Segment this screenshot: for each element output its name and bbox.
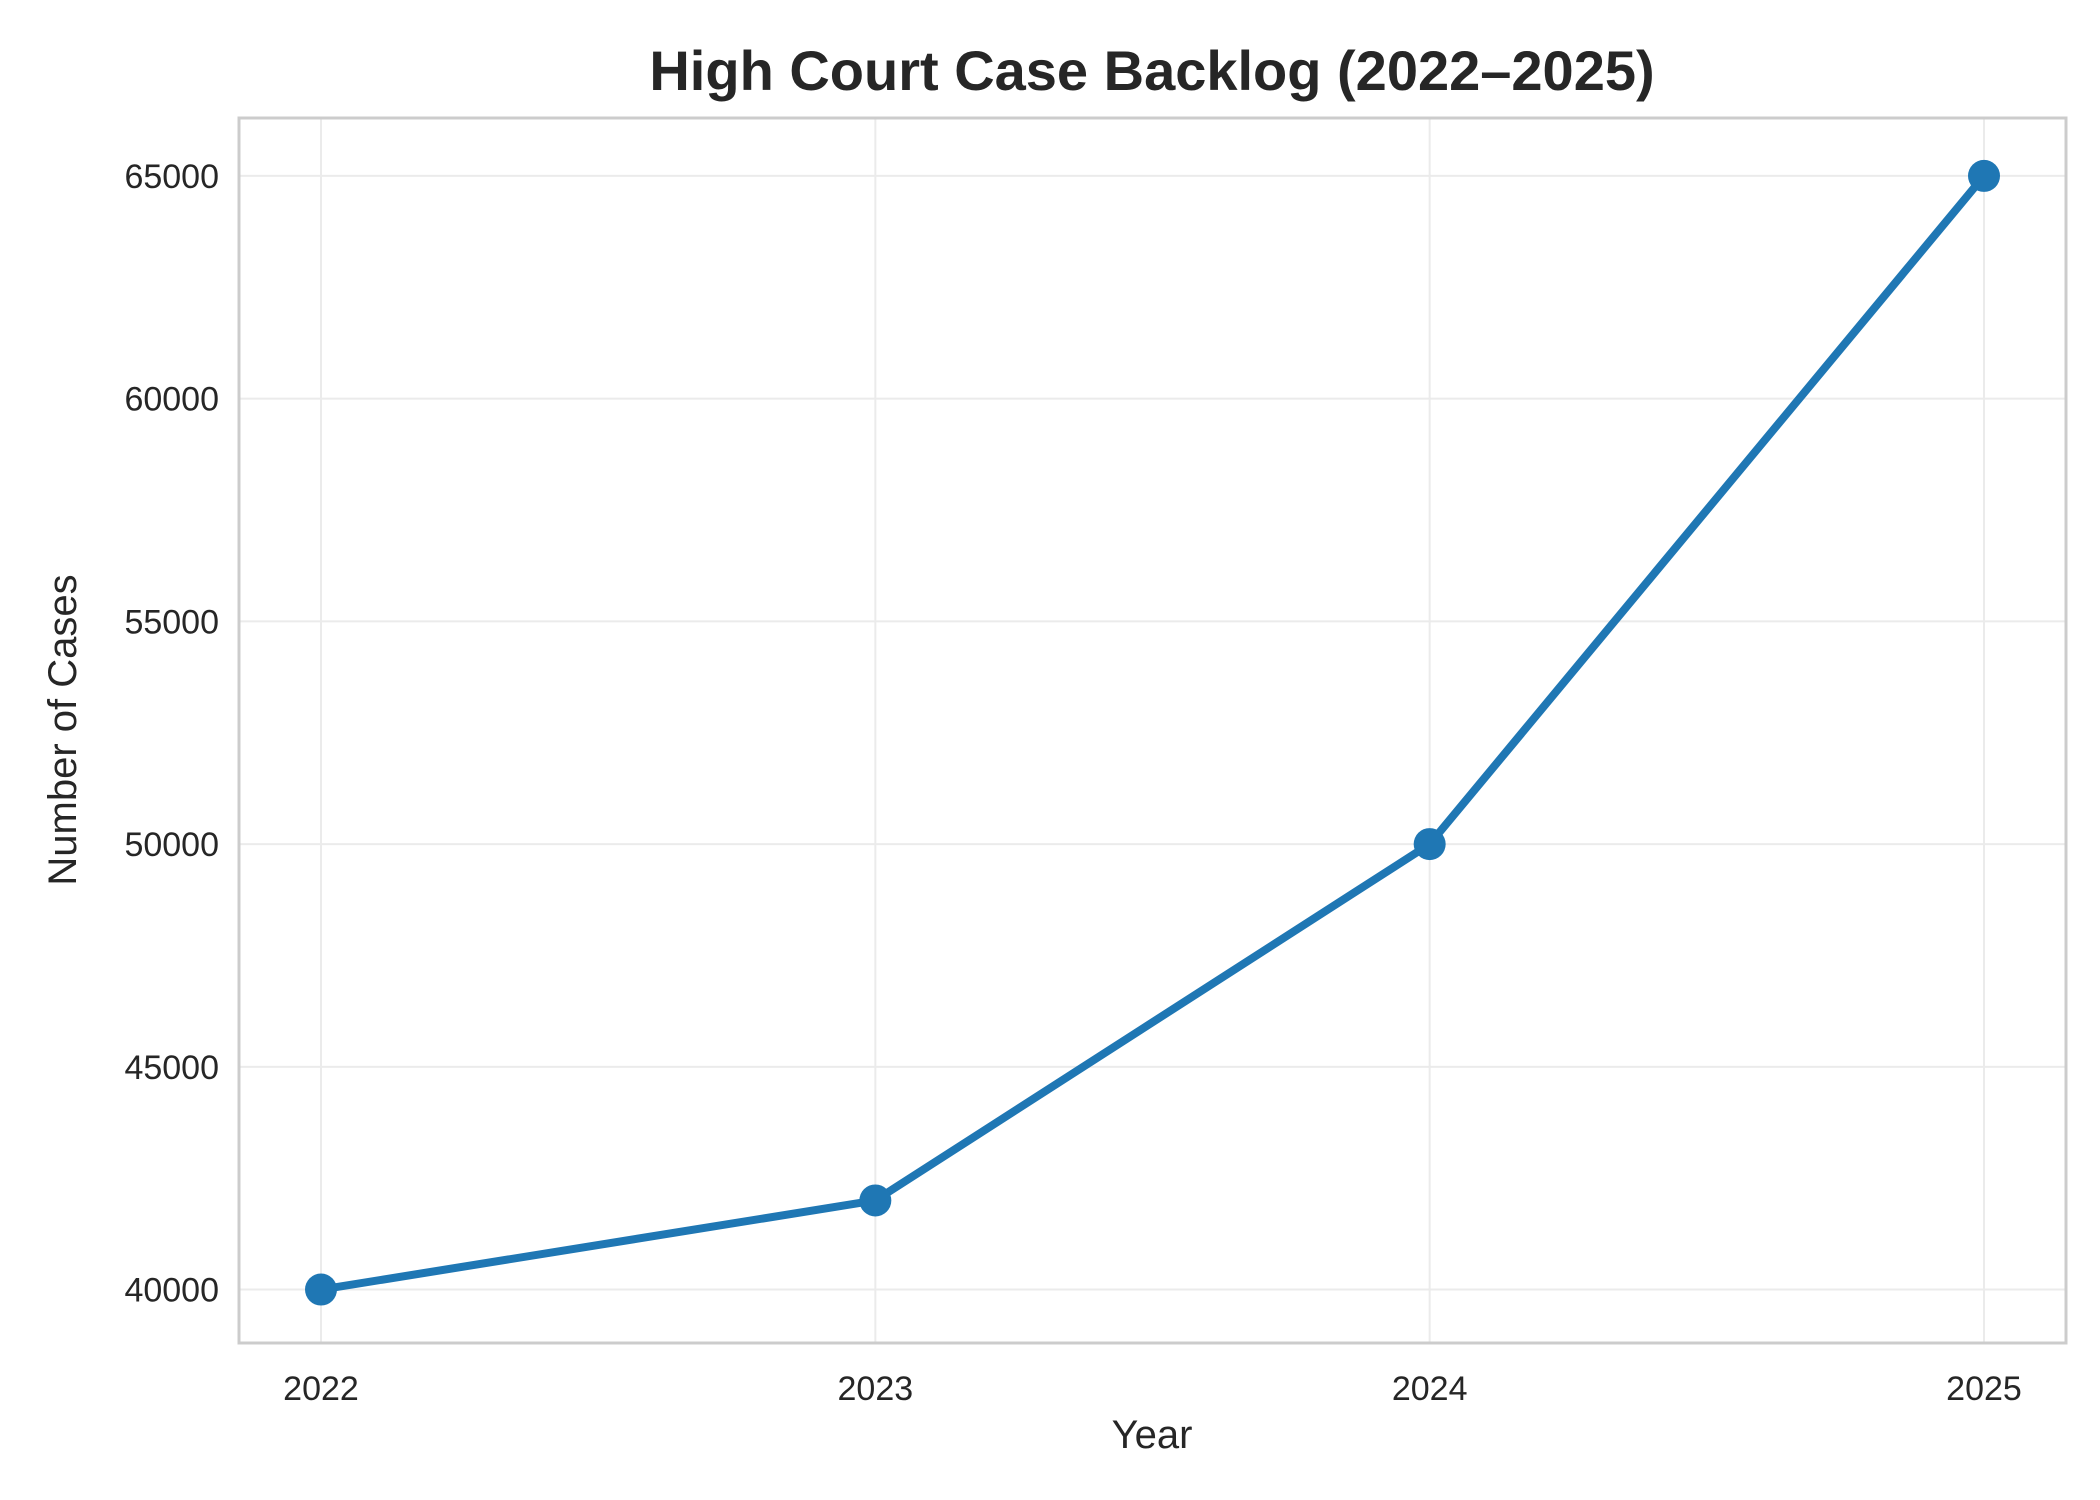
x-axis-label: Year — [1112, 1413, 1193, 1457]
data-point-marker — [1413, 828, 1446, 861]
data-point-marker — [305, 1273, 337, 1306]
y-tick-label: 50000 — [124, 826, 219, 864]
x-tick-label: 2025 — [1946, 1370, 2022, 1408]
data-point-marker — [1968, 159, 2000, 192]
y-tick-label: 65000 — [124, 158, 219, 196]
chart-title: High Court Case Backlog (2022–2025) — [649, 39, 1654, 102]
plot-area-frame — [237, 116, 2068, 1345]
y-axis-label: Number of Cases — [41, 574, 85, 885]
grid-lines — [239, 118, 2066, 1343]
data-point-marker — [859, 1184, 892, 1217]
series-line — [317, 171, 1988, 1294]
x-tick-label: 2023 — [838, 1370, 914, 1408]
y-tick-label: 45000 — [124, 1049, 219, 1087]
y-tick-label: 40000 — [124, 1272, 219, 1310]
y-tick-label: 60000 — [124, 381, 219, 419]
x-tick-label: 2022 — [283, 1370, 359, 1408]
x-tick-label: 2024 — [1392, 1370, 1468, 1408]
tick-labels: 40000 45000 50000 55000 60000 65000 2022 2023 20… — [124, 158, 2021, 1408]
series-layer — [305, 159, 2000, 1306]
y-tick-label: 55000 — [124, 603, 219, 641]
